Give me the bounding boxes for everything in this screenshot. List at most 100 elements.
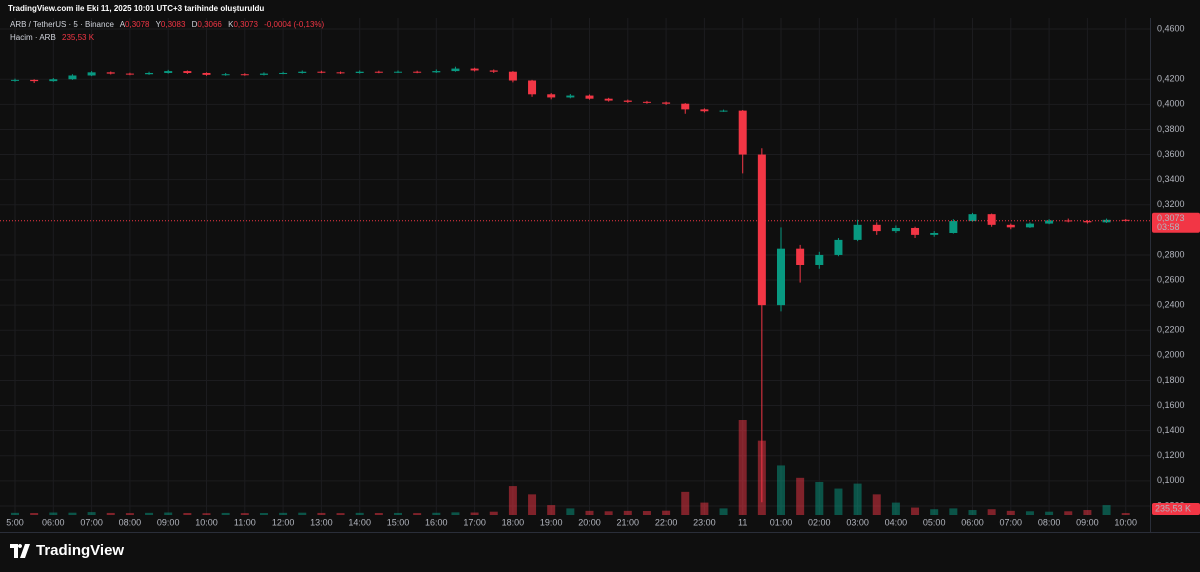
candle-body [451,68,460,72]
y-tick-label: 0,3800 [1157,124,1185,134]
volume-bar [336,513,345,515]
candle-body [240,74,249,76]
x-tick-label: 23:00 [693,517,716,527]
x-tick-label: 03:00 [846,517,869,527]
candle-body [202,72,211,75]
volume-bar [68,512,77,515]
candle-body [1102,219,1111,223]
candle-body [930,232,939,235]
candle-body [298,71,307,73]
x-tick-label: 06:00 [42,517,65,527]
volume-title: Hacim · ARB [10,33,56,42]
brand-name: TradingView [36,542,125,559]
volume-bar [106,512,115,515]
candle-body [470,68,479,71]
y-tick-label: 0,2200 [1157,325,1185,335]
y-tick-label: 0,3400 [1157,174,1185,184]
x-tick-label: 08:00 [119,517,142,527]
volume-bar [508,486,517,515]
brand-logo [10,543,30,558]
candle-body [872,224,881,232]
x-tick-label: 22:00 [655,517,678,527]
x-tick-label: 15:00 [387,517,410,527]
x-tick-label: 01:00 [770,517,793,527]
y-tick-label: 0,2600 [1157,274,1185,284]
ohlc-key: D [191,20,198,29]
symbol: ARB / TetherUS · 5 · Binance [10,20,114,29]
volume-bar [681,491,690,515]
candle-body [317,71,326,73]
candle-body [911,227,920,235]
x-tick-label: 14:00 [348,517,371,527]
candle-body [355,71,364,73]
candle-body [815,254,824,265]
x-tick-label: 09:00 [157,517,180,527]
volume-value: 235,53 K [62,33,95,42]
volume-bar [240,513,249,515]
y-tick-label: 0,1400 [1157,425,1185,435]
volume-legend: Hacim · ARB 235,53 K [10,33,98,42]
volume-bar [470,512,479,515]
volume-bar [547,505,556,515]
candle-body [394,71,402,73]
candle-body [68,75,77,80]
volume-bar [738,420,747,515]
candle-body [853,224,862,240]
volume-bar [49,512,58,515]
volume-bar [298,512,307,515]
created-note: TradingView.com ile Eki 11, 2025 10:01 U… [8,4,265,13]
y-tick-label: 0,1600 [1157,400,1185,410]
candle-body [1025,223,1034,228]
y-tick-label: 0,2800 [1157,249,1185,259]
candle-body [125,73,134,75]
volume-bar [1083,510,1092,515]
last-price-label: 0,3073 [1157,213,1185,223]
x-tick-label: 05:00 [923,517,946,527]
candle-body [777,248,785,306]
volume-bar [949,508,958,515]
volume-bar [183,513,192,515]
volume-bar [815,481,824,515]
x-tick-label: 04:00 [885,517,908,527]
candle-body [49,79,58,82]
candle-body [432,71,441,73]
candle-body [968,214,977,222]
volume-bar [451,512,460,515]
y-tick-label: 0,3600 [1157,149,1185,159]
candle-body [30,79,39,82]
volume-bar [1102,505,1111,515]
volume-bar [700,502,709,515]
volume-bar [968,510,977,515]
candle-body [1045,220,1054,224]
y-tick-label: 0,4000 [1157,99,1185,109]
volume-bar [566,508,575,515]
change: -0,0004 (-0,13%) [264,20,325,29]
ohlc-key: K [228,20,234,29]
x-tick-label: 06:00 [961,517,984,527]
candle-body [489,70,498,72]
candle-body [949,221,958,233]
candle-body [259,73,268,75]
volume-bar [125,513,134,515]
candle-body [528,80,537,95]
volume-bar [1006,510,1015,515]
y-tick-label: 0,1000 [1157,475,1185,485]
x-tick-label: 09:00 [1076,517,1099,527]
candle-body [183,71,192,73]
volume-bar [394,512,402,515]
volume-bar [489,511,498,515]
candle-body [1006,224,1015,228]
ohlc-value: 0,3073 [233,20,258,29]
volume-bar [623,510,632,515]
candle-body [336,72,345,74]
volume-bar [872,494,881,515]
volume-bar [202,513,211,515]
volume-bar [911,507,920,515]
y-tick-label: 0,4600 [1157,23,1185,33]
x-tick-label: 18:00 [502,517,525,527]
candle-body [681,103,690,110]
volume-value-box [1152,503,1200,515]
x-tick-label: 5:00 [6,517,24,527]
x-tick-label: 08:00 [1038,517,1061,527]
